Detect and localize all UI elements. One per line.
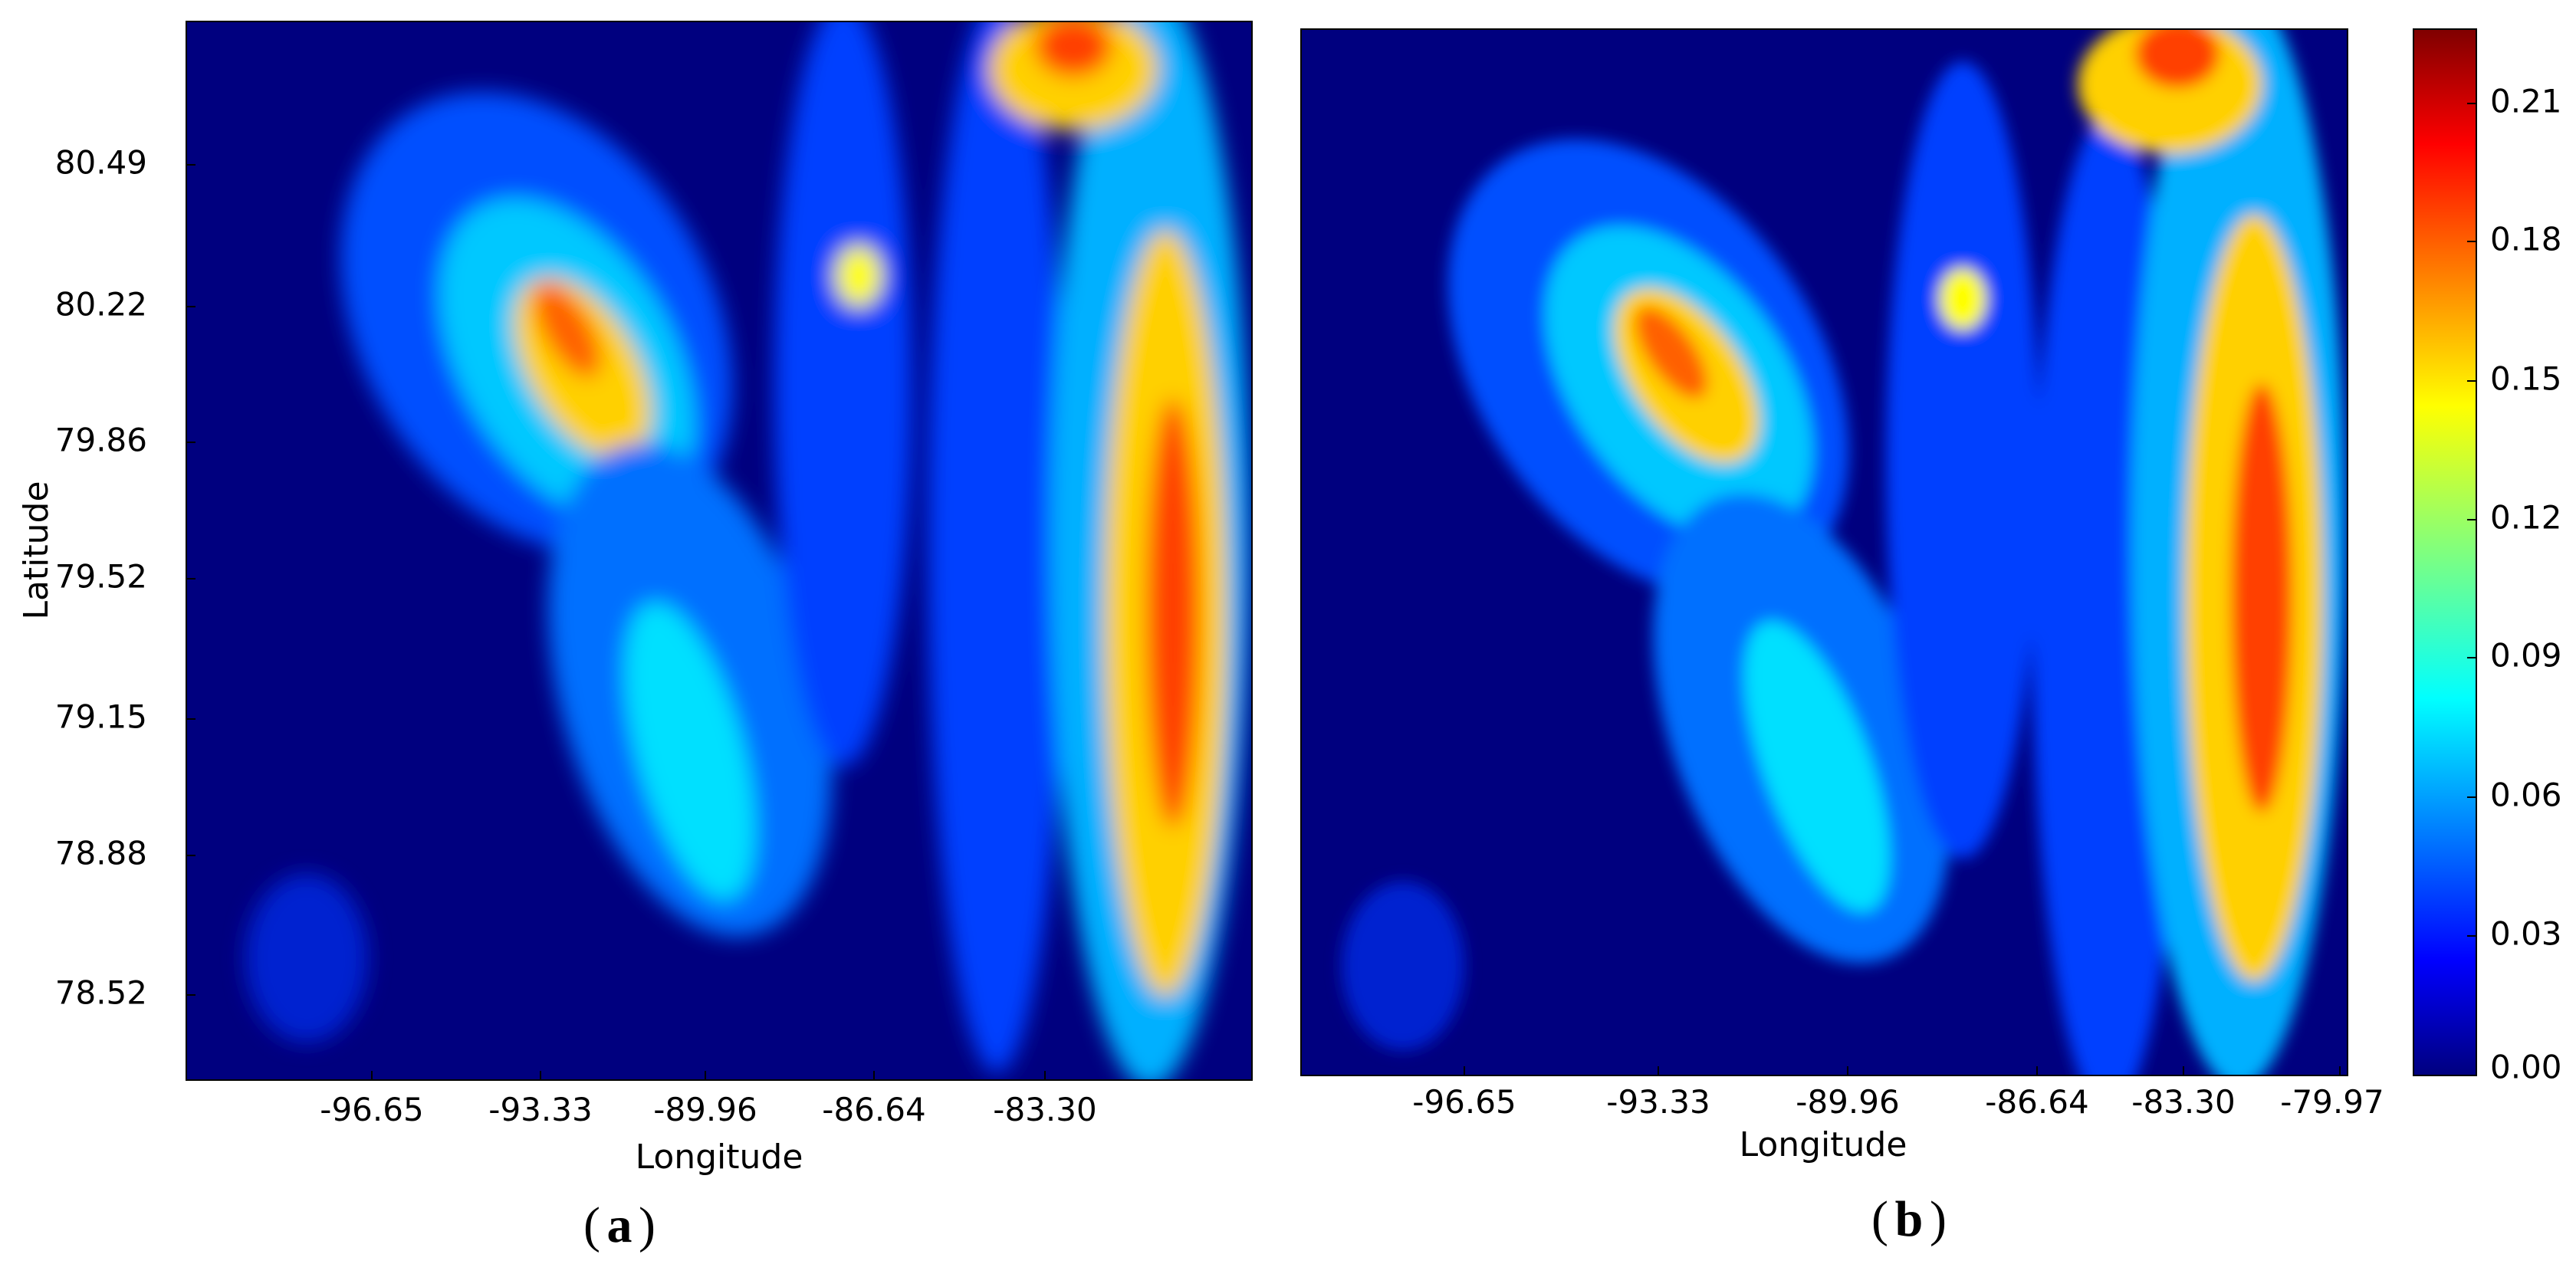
svg-text:): )	[1930, 1191, 1947, 1247]
y-tick-label: 80.49	[55, 144, 147, 182]
x-tick-label: -86.64	[822, 1091, 925, 1128]
colorbar-tick-label: 0.15	[2490, 360, 2562, 398]
colorbar-tick-label: 0.00	[2490, 1049, 2562, 1086]
colorbar: 0.21 0.18 0.15 0.12 0.09 0.06 0.03 0.00	[2413, 28, 2562, 1086]
panel-b-frame	[1300, 28, 2348, 1076]
panel-b-heatmap	[1342, 29, 2346, 1075]
x-tick-label: -86.64	[1985, 1083, 2088, 1121]
colorbar-tick-label: 0.06	[2490, 777, 2562, 814]
x-tick-label: -83.30	[2131, 1083, 2235, 1121]
y-tick-label: 79.86	[55, 422, 147, 459]
y-tick-label: 79.52	[55, 558, 147, 596]
x-tick-label: -93.33	[1606, 1083, 1710, 1121]
x-tick-label: -89.96	[653, 1091, 757, 1128]
colorbar-ticks: 0.21 0.18 0.15 0.12 0.09 0.06 0.03 0.00	[2467, 83, 2562, 1086]
panel-a-heatmap	[245, 21, 1250, 1080]
colorbar-tick-label: 0.21	[2490, 83, 2562, 120]
y-tick-label: 80.22	[55, 286, 147, 323]
panel-a-x-axis-label: Longitude	[636, 1138, 803, 1177]
colorbar-tick-label: 0.09	[2490, 637, 2562, 675]
svg-text:(: (	[1871, 1191, 1888, 1247]
x-tick-label: -89.96	[1796, 1083, 1899, 1121]
panel-b-x-ticks: -96.65 -93.33 -89.96 -86.64 -83.30 -79.9…	[1412, 1066, 2384, 1121]
caption-b-letter: b	[1895, 1191, 1924, 1247]
x-tick-label: -96.65	[1412, 1083, 1516, 1121]
panel-a-x-ticks: -96.65 -93.33 -89.96 -86.64 -83.30	[320, 1071, 1097, 1128]
x-tick-label: -93.33	[488, 1091, 592, 1128]
caption-b: ( b )	[1871, 1191, 1947, 1247]
svg-text:): )	[639, 1197, 656, 1253]
x-tick-label: -83.30	[993, 1091, 1096, 1128]
panel-b: -96.65 -93.33 -89.96 -86.64 -83.30 -79.9…	[1300, 28, 2384, 1164]
colorbar-tick-label: 0.03	[2490, 915, 2562, 953]
caption-a-letter: a	[607, 1197, 632, 1253]
panel-a-frame	[186, 21, 1253, 1081]
colorbar-tick-label: 0.18	[2490, 221, 2562, 258]
panel-a-y-ticks: 80.49 80.22 79.86 79.52 79.15 78.88 78.5…	[55, 144, 196, 1012]
panel-a: 80.49 80.22 79.86 79.52 79.15 78.88 78.5…	[17, 21, 1253, 1177]
x-tick-label: -79.97	[2280, 1083, 2384, 1121]
y-tick-label: 79.15	[55, 698, 147, 736]
y-tick-label: 78.52	[55, 974, 147, 1012]
x-tick-label: -96.65	[320, 1091, 423, 1128]
svg-text:(: (	[583, 1197, 600, 1253]
panel-b-x-axis-label: Longitude	[1740, 1125, 1907, 1164]
panel-a-y-axis-label: Latitude	[17, 481, 56, 619]
caption-a: ( a )	[583, 1197, 656, 1253]
y-tick-label: 78.88	[55, 835, 147, 872]
colorbar-tick-label: 0.12	[2490, 499, 2562, 537]
colorbar-gradient	[2413, 28, 2477, 1076]
